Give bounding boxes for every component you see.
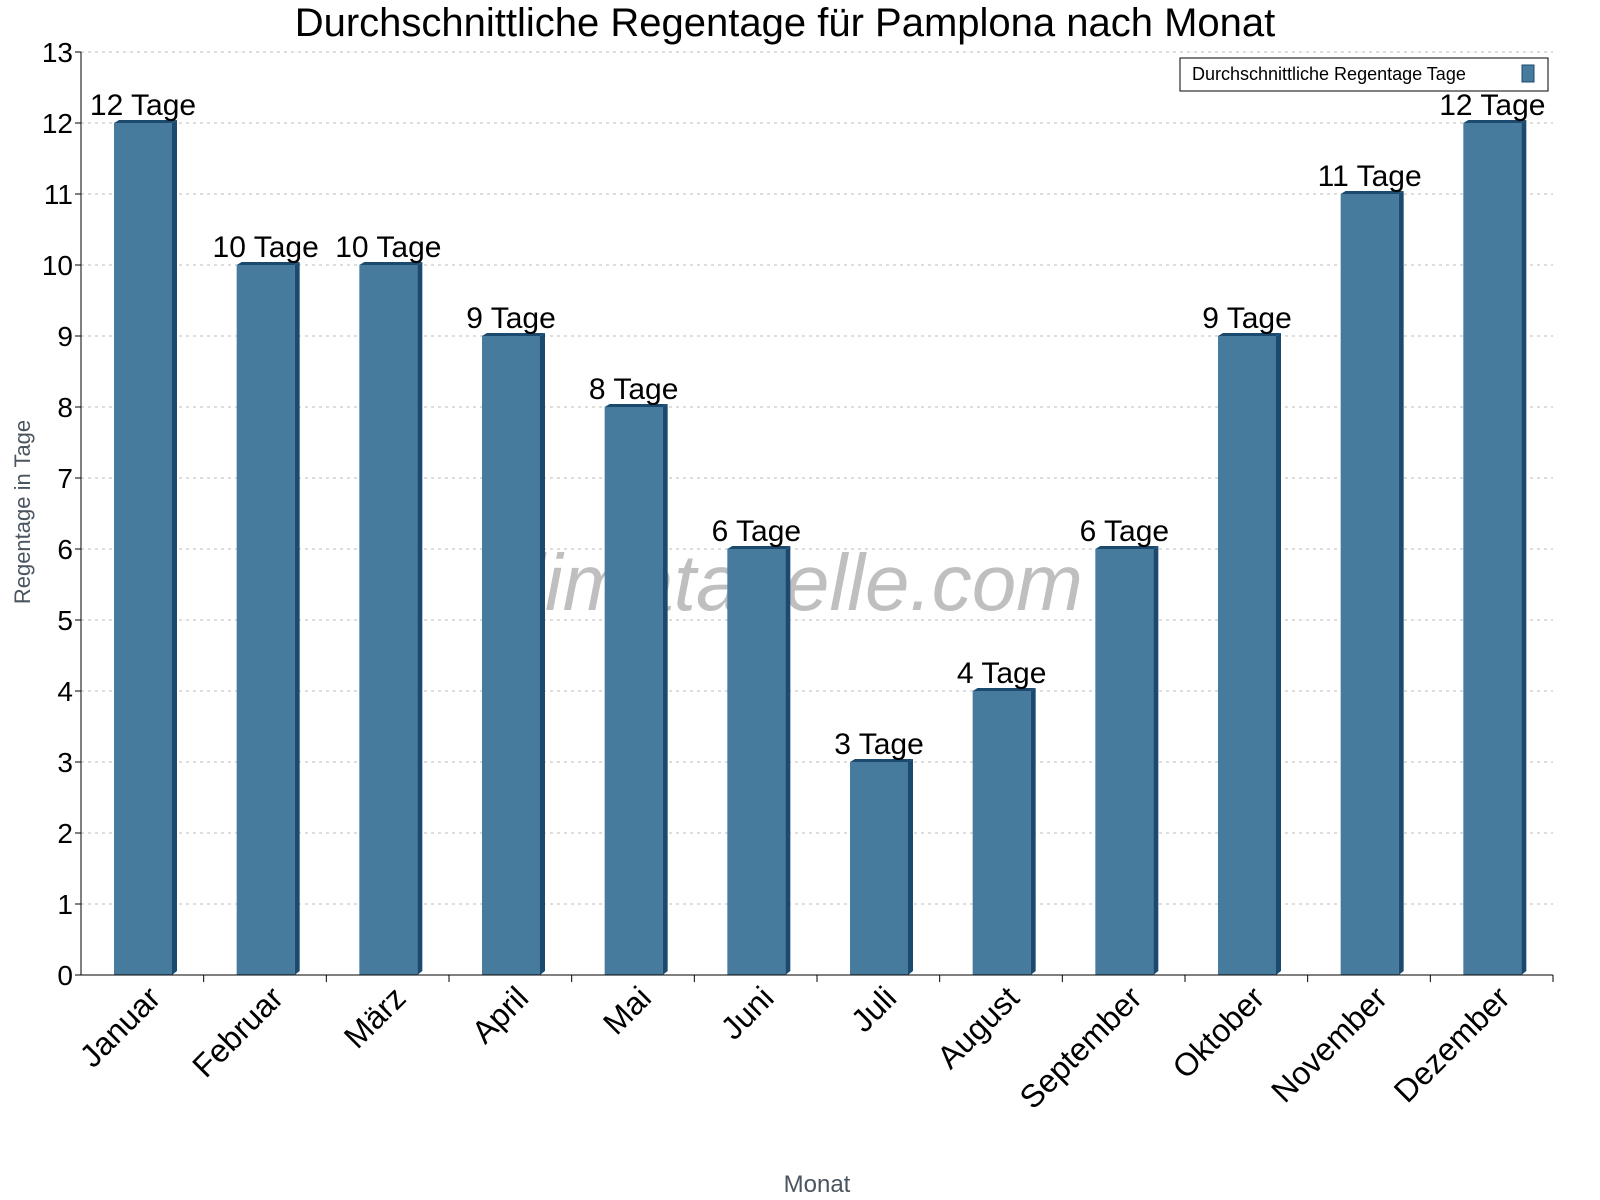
bar-juli bbox=[850, 762, 908, 975]
bar-top bbox=[850, 759, 913, 762]
x-tick-label: November bbox=[1264, 979, 1394, 1109]
x-tick-label: Dezember bbox=[1387, 979, 1517, 1109]
bar-märz bbox=[359, 265, 418, 975]
bar-side bbox=[172, 120, 177, 975]
bar-oktober bbox=[1218, 336, 1276, 975]
bar-side bbox=[1521, 120, 1527, 975]
data-label: 9 Tage bbox=[1202, 302, 1292, 335]
data-label: 10 Tage bbox=[213, 231, 319, 264]
y-tick-label: 7 bbox=[57, 463, 73, 494]
data-label: 3 Tage bbox=[834, 728, 924, 761]
y-tick-label: 4 bbox=[57, 676, 73, 707]
y-tick-label: 9 bbox=[57, 321, 73, 352]
bar-november bbox=[1340, 194, 1399, 975]
bar-side bbox=[1030, 688, 1036, 975]
y-tick-label: 2 bbox=[57, 818, 73, 849]
bar-side bbox=[1276, 333, 1281, 975]
bar-side bbox=[785, 546, 791, 975]
data-label: 8 Tage bbox=[589, 373, 679, 406]
x-tick-label: Juni bbox=[714, 979, 781, 1046]
bar-side bbox=[417, 262, 423, 975]
bar-top bbox=[1340, 191, 1404, 194]
bar-dezember bbox=[1463, 123, 1522, 975]
x-tick-label: Mai bbox=[596, 979, 658, 1041]
bar-august bbox=[972, 691, 1031, 975]
legend: Durchschnittliche Regentage Tage bbox=[1179, 57, 1549, 92]
data-label: 6 Tage bbox=[712, 515, 802, 548]
data-label: 6 Tage bbox=[1080, 515, 1170, 548]
bar-september bbox=[1095, 549, 1154, 975]
bar-top bbox=[1218, 333, 1281, 336]
data-label: 11 Tage bbox=[1318, 160, 1422, 193]
bar-juni bbox=[727, 549, 786, 975]
legend-swatch bbox=[1521, 64, 1535, 83]
y-tick-label: 3 bbox=[57, 747, 73, 778]
bar-side bbox=[1153, 546, 1159, 975]
bar-top bbox=[359, 262, 423, 265]
bar-top bbox=[482, 333, 545, 336]
bar-side bbox=[908, 759, 913, 975]
bar-side bbox=[662, 404, 668, 975]
x-tick-label: Februar bbox=[185, 979, 290, 1084]
bar-april bbox=[482, 336, 540, 975]
bar-top bbox=[114, 120, 177, 123]
y-tick-label: 8 bbox=[57, 392, 73, 423]
y-tick-label: 13 bbox=[42, 37, 73, 68]
bar-side bbox=[1398, 191, 1404, 975]
y-tick-label: 11 bbox=[44, 179, 73, 210]
legend-label: Durchschnittliche Regentage Tage bbox=[1192, 64, 1466, 84]
bar-top bbox=[604, 404, 668, 407]
x-tick-label: März bbox=[337, 979, 413, 1055]
y-tick-label: 1 bbox=[57, 889, 73, 920]
bar-side bbox=[294, 262, 300, 975]
chart-title: Durchschnittliche Regentage für Pamplona… bbox=[295, 1, 1276, 45]
bar-februar bbox=[236, 265, 295, 975]
y-axis-label: Regentage in Tage bbox=[10, 420, 35, 604]
data-label: 10 Tage bbox=[335, 231, 441, 264]
bar-top bbox=[972, 688, 1036, 691]
data-label: 12 Tage bbox=[1439, 89, 1545, 122]
bar-top bbox=[1095, 546, 1159, 549]
bar-mai bbox=[604, 407, 663, 975]
x-tick-label: Oktober bbox=[1165, 979, 1271, 1085]
x-tick-label: September bbox=[1012, 979, 1148, 1115]
x-tick-label: August bbox=[930, 979, 1026, 1075]
y-tick-label: 12 bbox=[42, 108, 73, 139]
bar-januar bbox=[114, 123, 172, 975]
bar-side bbox=[540, 333, 545, 975]
data-label: 9 Tage bbox=[466, 302, 556, 335]
data-label: 12 Tage bbox=[90, 89, 196, 122]
x-tick-label: Juli bbox=[844, 979, 903, 1038]
x-tick-label: Januar bbox=[73, 979, 168, 1074]
y-tick-label: 6 bbox=[57, 534, 73, 565]
x-tick-label: April bbox=[465, 979, 536, 1050]
y-tick-label: 0 bbox=[57, 960, 73, 991]
bar-top bbox=[1463, 120, 1527, 123]
data-label: 4 Tage bbox=[957, 657, 1047, 690]
x-axis-label: Monat bbox=[784, 1171, 851, 1198]
y-tick-label: 5 bbox=[57, 605, 73, 636]
bar-top bbox=[727, 546, 791, 549]
y-tick-label: 10 bbox=[42, 250, 73, 281]
bar-top bbox=[236, 262, 300, 265]
